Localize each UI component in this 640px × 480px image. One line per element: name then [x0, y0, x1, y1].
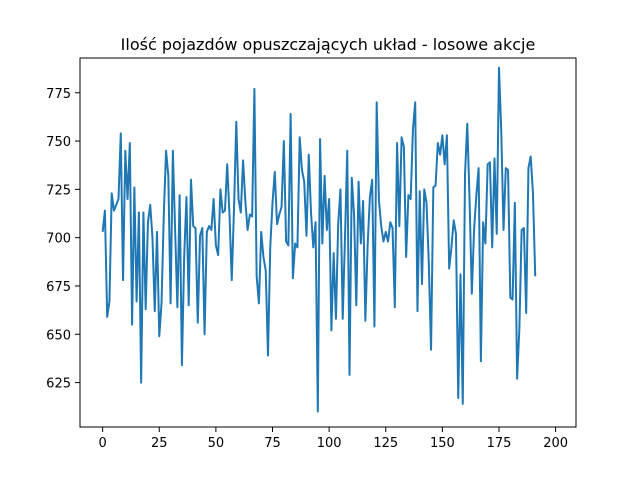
series-line — [101, 66, 537, 413]
y-tick-label: 775 — [46, 87, 71, 102]
x-tick-label: 0 — [99, 436, 107, 451]
y-tick-label: 700 — [46, 232, 71, 247]
x-tick-label: 25 — [151, 436, 168, 451]
y-tick-label: 625 — [46, 377, 71, 392]
x-tick-label: 125 — [373, 436, 398, 451]
x-tick-label: 200 — [543, 436, 568, 451]
y-tick-label: 725 — [46, 183, 71, 198]
y-tick-label: 675 — [46, 280, 71, 295]
x-tick-label: 175 — [487, 436, 512, 451]
x-tick-label: 75 — [264, 436, 281, 451]
y-tick-label: 750 — [46, 135, 71, 150]
y-axis: 625 650 675 700 725 750 775 — [46, 87, 80, 392]
x-axis: 0 25 50 75 100 125 150 175 200 — [99, 427, 568, 451]
y-tick-label: 650 — [46, 328, 71, 343]
x-tick-label: 100 — [317, 436, 342, 451]
chart-title: Ilość pojazdów opuszczających układ - lo… — [121, 35, 536, 54]
x-tick-label: 50 — [208, 436, 225, 451]
plot-frame — [79, 57, 577, 428]
x-tick-label: 150 — [430, 436, 455, 451]
